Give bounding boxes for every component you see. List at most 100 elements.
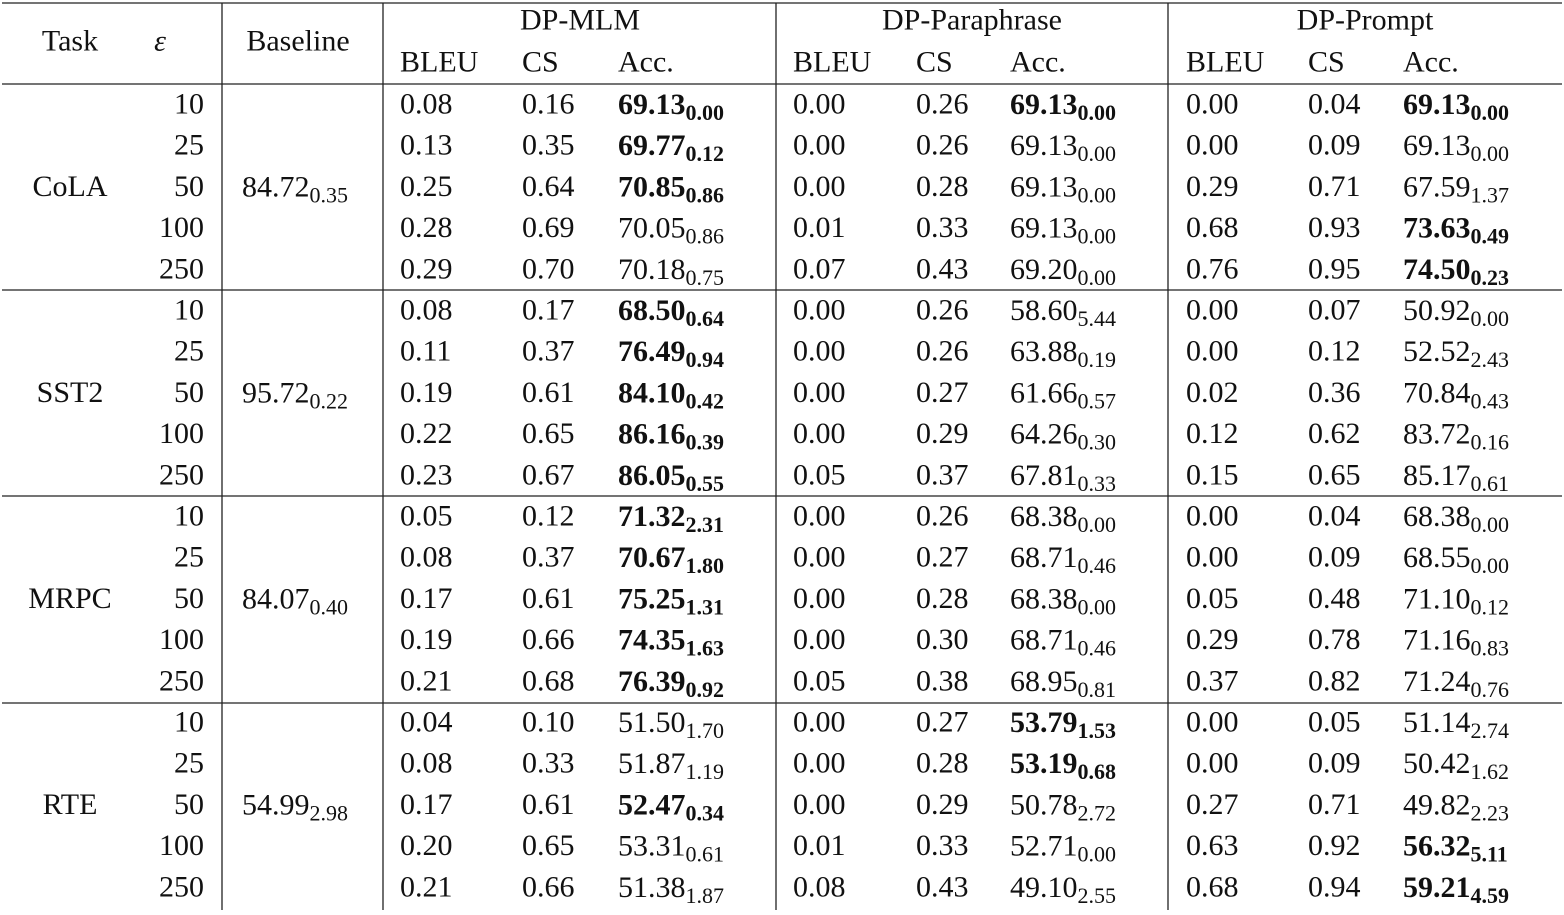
mean: 54.99	[242, 788, 310, 821]
std: 0.12	[1471, 594, 1510, 619]
baseline: 95.720.22	[242, 376, 348, 413]
std: 1.70	[686, 718, 725, 743]
mean: 52.47	[618, 788, 686, 821]
cs: 0.10	[522, 706, 575, 739]
cs: 0.66	[522, 870, 575, 903]
cs: 0.28	[916, 747, 969, 780]
epsilon: 50	[174, 170, 204, 203]
bleu: 0.20	[400, 829, 453, 862]
cs: 0.09	[1308, 129, 1361, 162]
mean: 76.49	[618, 335, 686, 368]
accuracy: 83.720.16	[1403, 417, 1509, 454]
accuracy: 69.130.00	[1010, 129, 1116, 166]
mean: 69.13	[1010, 211, 1078, 244]
accuracy: 68.710.46	[1010, 623, 1116, 660]
mean: 53.79	[1010, 706, 1078, 739]
epsilon: 250	[159, 664, 204, 697]
cs: 0.38	[916, 664, 969, 697]
cs: 0.35	[522, 129, 575, 162]
epsilon: 10	[174, 500, 204, 533]
accuracy: 70.180.75	[618, 252, 724, 289]
accuracy: 51.381.87	[618, 870, 724, 907]
accuracy: 61.660.57	[1010, 376, 1116, 413]
bleu: 0.00	[793, 500, 846, 533]
epsilon: 50	[174, 376, 204, 409]
accuracy: 69.770.12	[618, 129, 724, 166]
mean: 52.71	[1010, 829, 1078, 862]
epsilon: 10	[174, 294, 204, 327]
mean: 70.85	[618, 170, 686, 203]
std: 0.92	[686, 676, 725, 701]
epsilon: 250	[159, 252, 204, 285]
cs: 0.92	[1308, 829, 1361, 862]
std: 0.61	[1471, 470, 1510, 495]
mean: 71.32	[618, 500, 686, 533]
method-header: DP-MLM	[520, 4, 640, 37]
cs: 0.27	[916, 541, 969, 574]
cs: 0.04	[1308, 500, 1361, 533]
std: 0.35	[310, 182, 349, 207]
cs: 0.27	[916, 376, 969, 409]
bleu: 0.68	[1186, 870, 1239, 903]
epsilon: 250	[159, 458, 204, 491]
accuracy: 52.470.34	[618, 788, 724, 825]
cs: 0.48	[1308, 582, 1361, 615]
epsilon: 100	[159, 623, 204, 656]
accuracy: 52.710.00	[1010, 829, 1116, 866]
mean: 49.82	[1403, 788, 1471, 821]
mean: 59.21	[1403, 870, 1471, 903]
bleu: 0.28	[400, 211, 453, 244]
accuracy: 50.421.62	[1403, 747, 1509, 784]
cs: 0.37	[916, 458, 969, 491]
bleu: 0.00	[793, 335, 846, 368]
mean: 70.18	[618, 252, 686, 285]
mean: 71.10	[1403, 582, 1471, 615]
cs: 0.65	[522, 417, 575, 450]
metric-header: Acc.	[1403, 46, 1459, 79]
mean: 69.13	[618, 88, 686, 121]
std: 0.55	[686, 470, 725, 495]
mean: 70.84	[1403, 376, 1471, 409]
cs: 0.94	[1308, 870, 1361, 903]
epsilon: 25	[174, 129, 204, 162]
mean: 69.20	[1010, 252, 1078, 285]
accuracy: 69.130.00	[1010, 88, 1116, 125]
bleu: 0.00	[793, 376, 846, 409]
mean: 69.13	[1010, 88, 1078, 121]
bleu: 0.05	[793, 664, 846, 697]
epsilon: 100	[159, 211, 204, 244]
mean: 69.77	[618, 129, 686, 162]
accuracy: 67.591.37	[1403, 170, 1509, 207]
metric-header: BLEU	[1186, 46, 1265, 79]
mean: 83.72	[1403, 417, 1471, 450]
cs: 0.33	[916, 211, 969, 244]
std: 1.53	[1078, 718, 1117, 743]
mean: 68.71	[1010, 623, 1078, 656]
mean: 64.26	[1010, 417, 1078, 450]
bleu: 0.19	[400, 376, 453, 409]
header-epsilon: ε	[154, 25, 166, 58]
cs: 0.33	[522, 747, 575, 780]
cs: 0.61	[522, 582, 575, 615]
mean: 53.31	[618, 829, 686, 862]
accuracy: 84.100.42	[618, 376, 724, 413]
cs: 0.05	[1308, 706, 1361, 739]
cs: 0.29	[916, 788, 969, 821]
accuracy: 56.325.11	[1403, 829, 1508, 866]
mean: 50.42	[1403, 747, 1471, 780]
std: 0.42	[686, 388, 725, 413]
accuracy: 70.840.43	[1403, 376, 1509, 413]
bleu: 0.29	[400, 252, 453, 285]
accuracy: 68.380.00	[1010, 500, 1116, 537]
bleu: 0.00	[1186, 706, 1239, 739]
std: 2.31	[686, 512, 725, 537]
std: 0.00	[1471, 306, 1510, 331]
std: 0.81	[1078, 676, 1117, 701]
cs: 0.04	[1308, 88, 1361, 121]
std: 0.00	[1471, 553, 1510, 578]
task-name: RTE	[43, 788, 98, 821]
bleu: 0.00	[793, 582, 846, 615]
bleu: 0.21	[400, 870, 453, 903]
mean: 85.17	[1403, 458, 1471, 491]
